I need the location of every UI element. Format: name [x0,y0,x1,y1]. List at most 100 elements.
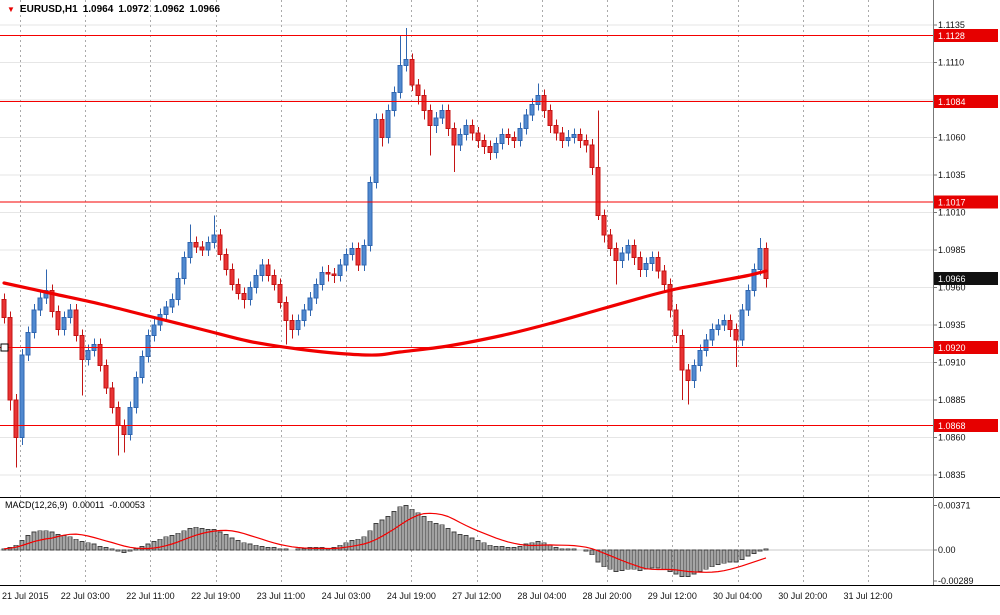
macd-histogram-bar [91,543,97,551]
macd-histogram-bar [115,549,121,552]
macd-histogram-bar [1,548,7,551]
candle-body [37,297,43,311]
candle-body [367,182,373,246]
candle-body [673,309,679,336]
candle-body [175,278,181,300]
macd-histogram-bar [763,548,769,551]
macd-histogram-bar [445,528,451,551]
candle-body [505,134,511,138]
price-axis-label: 1.1060 [938,133,966,143]
time-axis-label: 28 Jul 04:00 [517,591,566,601]
hline-price-label-box [934,195,998,209]
candle-body [7,317,13,401]
macd-histogram-bar [607,549,613,570]
candle-body [481,140,487,147]
candle-body [145,335,151,357]
candle-body [427,110,433,126]
macd-histogram-bar [67,536,73,551]
macd-histogram-bar [103,547,109,551]
macd-histogram-bar [703,549,709,570]
time-axis-label: 22 Jul 19:00 [191,591,240,601]
macd-histogram-bar [553,547,559,551]
time-axis-label: 29 Jul 12:00 [648,591,697,601]
candle-body [463,125,469,135]
macd-signal-line[interactable] [3,512,767,573]
symbol-timeframe-label: EURUSD,H1 [19,4,78,15]
price-axis-label: 1.1010 [938,208,966,218]
macd-histogram-bar [403,505,409,551]
macd-histogram-bar [241,542,247,551]
candle-body [103,365,109,389]
level-drag-handle[interactable] [0,343,9,352]
candle-body [715,324,721,330]
candle-body [613,248,619,261]
macd-histogram-bar [427,520,433,551]
candle-body [475,132,481,141]
candle-body [667,284,673,311]
hline-price-label-box [934,95,998,108]
candle-body [223,254,229,270]
candle-body [649,257,655,264]
macd-histogram-bar [301,548,307,551]
symbol-dropdown-icon[interactable]: ▼ [7,4,15,14]
candle-body [187,242,193,258]
macd-histogram-bar [685,549,691,577]
candle-body [217,234,223,255]
macd-histogram-bar [637,549,643,571]
macd-histogram-bar [97,546,103,551]
macd-histogram-bar [673,549,679,575]
time-axis-label: 24 Jul 19:00 [387,591,436,601]
macd-axis-label: 0.00371 [938,500,971,510]
candle-body [253,275,259,288]
candle-body [301,309,307,321]
macd-axis-label: -0.00289 [938,576,974,586]
candle-body [535,95,541,105]
price-axis-label: 1.1135 [938,20,965,30]
time-axis-label: 28 Jul 20:00 [583,591,632,601]
macd-histogram-bar [529,542,535,551]
candle-body [739,309,745,341]
moving-average-line[interactable] [2,269,768,357]
macd-histogram-bar [373,523,379,551]
macd-histogram-bar [463,535,469,551]
macd-histogram-bar [127,549,133,552]
macd-histogram-bar [151,541,157,551]
candle-body [403,59,409,66]
macd-signal-value: -0.00053 [109,500,145,510]
macd-histogram-bar [709,549,715,568]
candle-body [757,248,763,270]
candle-body [745,290,751,311]
price-axis-label: 1.0960 [938,283,966,293]
macd-histogram-bar [571,548,577,551]
time-axis-label: 23 Jul 11:00 [257,591,305,601]
candle-body [211,234,217,243]
candle-body [385,110,391,138]
macd-histogram-bar [283,548,289,551]
time-axis-label: 30 Jul 04:00 [713,591,762,601]
candle-body [457,134,463,146]
macd-histogram-bar [625,549,631,570]
macd-histogram-bar [295,548,301,551]
candle-body [721,320,727,326]
macd-histogram-bar [157,538,163,551]
candle-body [727,320,733,330]
candle-body [433,117,439,126]
candle-body [355,248,361,266]
macd-histogram-bar [73,538,79,551]
macd-histogram-bar [523,543,529,551]
candle-body [67,309,73,318]
candle-body [733,329,739,341]
time-axis-label: 21 Jul 2015 [2,591,49,601]
macd-axis-label: 0.00 [938,545,956,555]
macd-histogram-bar [259,546,265,551]
candle-body [577,134,583,141]
macd-histogram-bar [145,543,151,551]
price-axis-label: 1.1110 [938,58,964,68]
candle-body [517,128,523,141]
candle-body [697,350,703,366]
candle-body [691,365,697,381]
macd-histogram-bar [169,535,175,551]
macd-histogram-bar [697,549,703,573]
macd-histogram-bar [715,549,721,565]
